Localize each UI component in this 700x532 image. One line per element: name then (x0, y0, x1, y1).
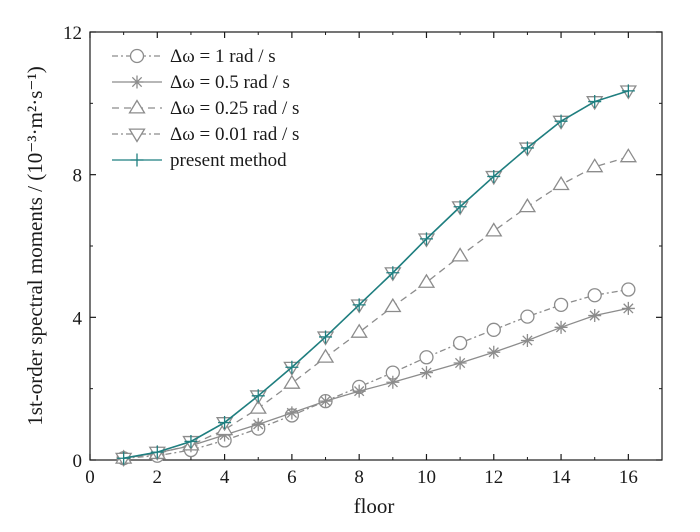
data-point (319, 330, 333, 344)
legend-entry: Δω = 0.25 rad / s (112, 98, 299, 119)
data-point (619, 148, 638, 163)
x-tick-label: 14 (552, 467, 572, 488)
data-point (352, 384, 366, 398)
data-point (588, 95, 602, 109)
data-point (587, 288, 602, 303)
series-line (123, 90, 629, 459)
legend-marker (128, 128, 146, 143)
data-point (352, 298, 366, 312)
data-point (621, 84, 635, 98)
data-point (621, 301, 635, 315)
series-line (123, 156, 629, 459)
data-point (486, 322, 501, 337)
data-point (419, 350, 434, 365)
data-point (554, 114, 568, 128)
data-point (453, 356, 467, 370)
data-point (386, 375, 400, 389)
x-axis-label: floor (354, 494, 395, 518)
data-point (451, 247, 469, 262)
data-point (184, 434, 198, 448)
series-line (123, 307, 629, 459)
data-point (621, 282, 636, 297)
plot-frame (89, 31, 663, 461)
y-tick-label: 4 (73, 308, 83, 329)
x-tick-label: 8 (354, 467, 364, 488)
legend-marker (128, 99, 146, 114)
y-tick-label: 12 (63, 23, 82, 44)
y-axis-label: 1st-order spectral moments / (10⁻³·m²·s⁻… (23, 66, 47, 425)
y-tick-label: 0 (73, 451, 83, 472)
data-point (249, 399, 267, 414)
data-point (452, 335, 468, 351)
data-point (117, 451, 131, 465)
data-point (285, 406, 299, 420)
data-point (453, 200, 467, 214)
data-point (487, 345, 501, 359)
data-point (350, 323, 368, 338)
data-point (520, 334, 534, 348)
data-point (384, 297, 402, 313)
legend-marker (129, 48, 145, 64)
data-point (487, 169, 501, 183)
legend-entry: Δω = 0.5 rad / s (112, 72, 290, 93)
data-point (552, 175, 570, 191)
data-point (419, 366, 433, 380)
legend-label: Δω = 0.01 rad / s (170, 124, 299, 145)
legend-marker (130, 153, 144, 167)
data-point (419, 232, 433, 246)
x-tick-label: 16 (619, 467, 638, 488)
data-point (554, 320, 568, 334)
data-point (553, 297, 569, 313)
data-point (251, 389, 265, 403)
data-point (150, 445, 164, 459)
data-point (485, 222, 503, 237)
x-tick-label: 0 (85, 467, 95, 488)
data-point (386, 266, 400, 280)
data-point (319, 394, 333, 408)
data-point (316, 348, 335, 363)
data-point (417, 273, 436, 288)
series-5 (117, 84, 635, 465)
data-point (251, 417, 265, 431)
legend: Δω = 1 rad / s Δω = 0.5 rad / s Δω = 0.25 … (112, 46, 299, 171)
x-tick-label: 12 (484, 467, 503, 488)
data-point (520, 309, 535, 324)
data-point (285, 360, 299, 374)
legend-marker (130, 75, 144, 89)
data-point (586, 158, 604, 173)
legend-label: Δω = 0.5 rad / s (170, 72, 290, 93)
x-tick-label: 4 (220, 467, 230, 488)
legend-entry: Δω = 1 rad / s (112, 46, 276, 67)
series-layer (114, 84, 638, 467)
x-tick-label: 2 (153, 467, 163, 488)
x-tick-label: 6 (287, 467, 297, 488)
legend-label: present method (170, 150, 287, 171)
legend-label: Δω = 0.25 rad / s (170, 98, 299, 119)
data-point (283, 374, 301, 389)
legend-entry: present method (112, 150, 287, 171)
y-tick-label: 8 (73, 166, 83, 187)
series-line (123, 90, 629, 460)
data-point (520, 141, 534, 155)
legend-entry: Δω = 0.01 rad / s (112, 124, 299, 145)
data-point (518, 198, 537, 213)
x-tick-label: 10 (417, 467, 436, 488)
data-point (588, 309, 602, 323)
series-line (123, 288, 629, 459)
data-point (218, 416, 232, 430)
axes: 0 2 4 6 8 10 12 14 16 0 4 8 12 (63, 23, 663, 488)
legend-label: Δω = 1 rad / s (170, 46, 276, 67)
